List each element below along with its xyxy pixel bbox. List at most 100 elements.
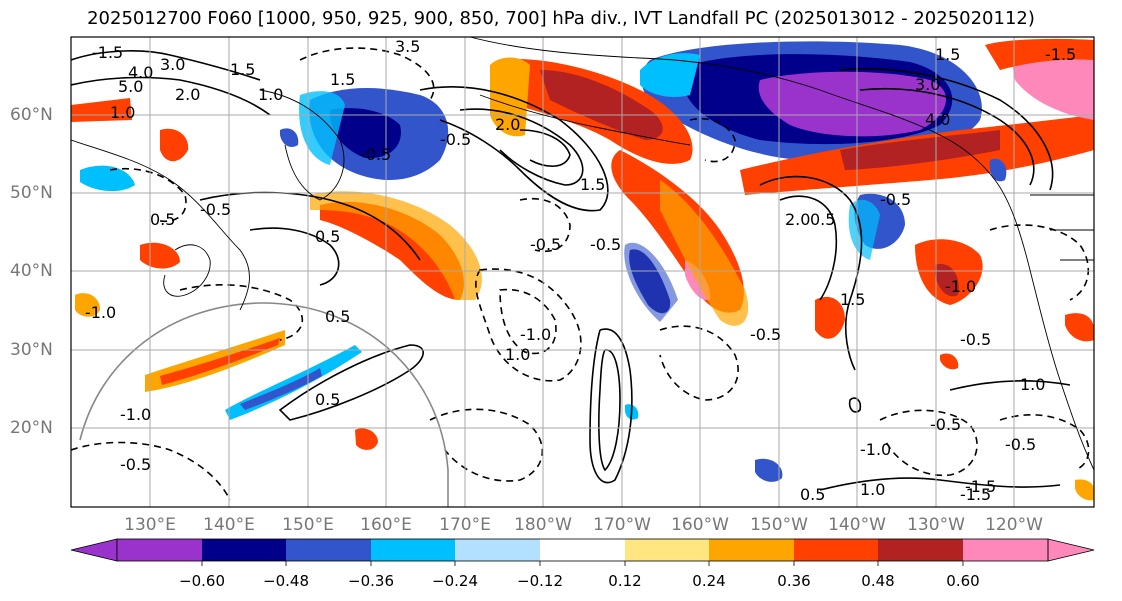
contour-solid-2: [459, 108, 584, 186]
colorbar-segment: [371, 539, 455, 561]
shade-small-blue-130e: [80, 165, 135, 192]
lon-label: 150°W: [750, 515, 808, 535]
contour-label: -1.5: [1045, 45, 1076, 64]
contour-dashed-2: [499, 288, 557, 355]
shade-darkred-130w: [935, 264, 959, 297]
shade-small-blue-160e: [280, 128, 299, 147]
contour-label: -0.5: [360, 145, 391, 164]
contour-solid-7: [779, 195, 838, 301]
shade-top-right-red: [985, 38, 1094, 70]
colorbar-segment: [878, 539, 963, 561]
contour-lines: [71, 50, 1071, 491]
contour-solid-6: [759, 175, 863, 371]
colorbar-segment: [202, 539, 286, 561]
colorbar: [70, 538, 1095, 566]
contour-label: -1.0: [85, 303, 116, 322]
shade-west-orange-band: [310, 191, 482, 300]
map-frame: [70, 36, 1095, 508]
contour-label: -0.5: [530, 235, 561, 254]
contour-label: 3.0: [160, 55, 185, 74]
colorbar-segment: [117, 539, 202, 561]
contour-dashed-13: [689, 118, 736, 163]
colorbar-extend-max: [1047, 538, 1095, 562]
contour-label: 3.0: [915, 75, 940, 94]
contour-label: 0.5: [800, 485, 825, 504]
contour-label: 5.0: [118, 77, 143, 96]
contour-dashed-11: [999, 414, 1090, 471]
colorbar-tick-label: 0.36: [777, 572, 811, 590]
colorbar-tick-label: 0.24: [692, 572, 726, 590]
contour-label: 0.5: [150, 210, 175, 229]
contour-label: -0.5: [960, 330, 991, 349]
coast-japan: [163, 244, 211, 297]
contour-dashed-1: [475, 268, 582, 382]
colorbar-tick-label: −0.48: [263, 572, 309, 590]
contour-label: -0.5: [750, 325, 781, 344]
contour-solid-13: [71, 76, 271, 116]
lon-label: 170°E: [439, 515, 491, 535]
contour-dashed-4: [429, 408, 544, 482]
lat-label: 20°N: [10, 418, 53, 438]
colorbar-segment: [709, 539, 794, 561]
lon-label: 130°W: [907, 515, 965, 535]
shade-small-orange-60n: [160, 128, 189, 162]
shade-bering-darkred: [540, 70, 663, 140]
shade-small-blue-150w: [755, 458, 783, 482]
contour-dashed-6: [879, 409, 978, 477]
contour-label: 3.5: [395, 37, 420, 56]
lat-label: 40°N: [10, 261, 53, 281]
lon-label: 180°W: [514, 515, 572, 535]
contour-label: -0.5: [590, 235, 621, 254]
contour-label: 1.0: [1020, 375, 1045, 394]
shade-small-orange-right-edge: [1065, 313, 1094, 342]
contour-solid-1: [419, 86, 609, 212]
contour-label: 1.5: [330, 70, 355, 89]
shade-small-orange-left: [75, 293, 100, 317]
shade-top-right-pink: [1010, 46, 1094, 120]
colorbar-tick-label: −0.36: [348, 572, 394, 590]
contour-label: 0.5: [810, 210, 835, 229]
contour-label: 1.0: [860, 480, 885, 499]
lon-label: 140°W: [828, 515, 886, 535]
lat-label: 60°N: [10, 105, 53, 125]
colorbar-tick-marks: [201, 561, 964, 566]
shade-gulf-alaska-purple: [758, 71, 947, 137]
lon-label: 170°W: [593, 515, 651, 535]
coastlines: [71, 37, 1094, 471]
contour-dashed-7: [989, 224, 1089, 301]
colorbar-segment: [540, 539, 625, 561]
shade-small-orange-top-left: [71, 98, 132, 122]
range-circle: [79, 302, 449, 507]
shade-gulf-alaska-cyan: [640, 53, 700, 97]
shade-orange-150w: [815, 296, 845, 339]
contour-solid-4: [839, 67, 1054, 191]
lon-label: 160°E: [360, 515, 412, 535]
shade-subtropic-navy: [240, 368, 322, 410]
contour-label: 4.0: [925, 110, 950, 129]
contour-solid-15: [249, 227, 340, 286]
colorbar-tick-label: 0.12: [608, 572, 642, 590]
contour-label: 1.5: [230, 60, 255, 79]
contour-label: 0.5: [325, 307, 350, 326]
colorbar-tick-label: −0.12: [517, 572, 563, 590]
colorbar-segment: [286, 539, 371, 561]
contour-label: 2.0: [175, 85, 200, 104]
contour-solid-11: [819, 477, 1061, 491]
shade-blue-central-outer: [624, 242, 678, 322]
contour-solid-8: [589, 328, 633, 484]
contour-solid-9: [598, 349, 621, 472]
colorbar-tick-label: −0.60: [179, 572, 225, 590]
shade-small-orange-150w-low: [940, 353, 959, 370]
shade-small-red-150e: [355, 428, 378, 450]
contour-label: -1.0: [860, 440, 891, 459]
lon-label: 150°E: [282, 515, 334, 535]
contour-label-layer: 3.0 4.0 5.0 2.0 1.0 1.5 -1.5 -0.5 0.5 -1…: [85, 37, 1076, 504]
contour-solid-14: [199, 191, 421, 261]
contour-dashed-5: [71, 441, 231, 501]
coast-alaska: [469, 37, 996, 181]
colorbar-tick-label: −0.24: [432, 572, 478, 590]
contour-label: 1.0: [110, 103, 135, 122]
contour-label: 0.5: [315, 390, 340, 409]
lon-label: 130°E: [124, 515, 176, 535]
coast-kamchatka: [259, 89, 345, 201]
